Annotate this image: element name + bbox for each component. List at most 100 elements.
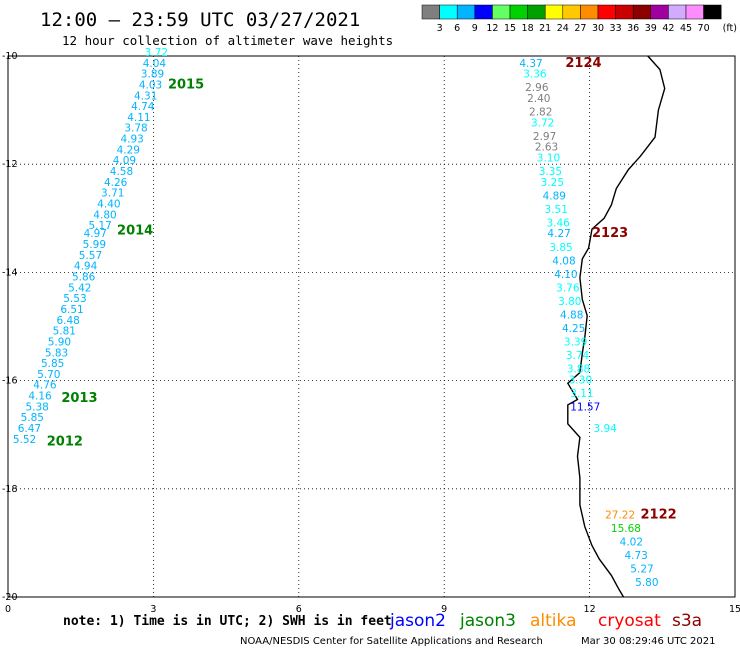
colorbar-swatch [580,4,599,20]
colorbar-swatch [615,4,634,20]
colorbar-label: 24 [557,23,569,34]
y-tick-label: -20 [2,592,18,603]
wave-height-label: 3.94 [593,423,617,435]
wave-height-label: 5.70 [37,369,60,381]
wave-height-label: 27.22 [605,510,635,522]
wave-height-label: 4.97 [84,228,107,240]
colorbar-swatch [685,4,704,20]
wave-height-label: 4.89 [543,190,566,202]
plot-area: 0 3 6 9 12 15-10-12-14-16-18-203.724.043.894.… [2,47,740,615]
legend-cryosat: cryosat [598,611,661,631]
footer: note: 1) Time is in UTC; 2) SWH is in fe… [63,611,716,647]
track-number-label: 2015 [168,77,204,92]
wave-height-label: 5.86 [72,272,96,284]
track-number-label: 2123 [592,226,628,241]
colorbar-label: 21 [539,23,551,34]
colorbar-swatch [492,4,511,20]
x-tick-label: 12 [584,604,596,615]
wave-height-label: 5.85 [21,412,44,424]
wave-height-label: 5.17 [88,220,111,232]
wave-height-label: 4.04 [143,58,167,70]
wave-height-label: 4.58 [110,166,133,178]
x-tick-label: 3 [150,604,156,615]
colorbar-label: 3 [437,23,443,34]
colorbar-label: 33 [610,23,622,34]
wave-height-label: 3.25 [541,177,564,189]
wave-height-label: 3.85 [549,242,572,254]
colorbar-label: 70 [698,23,710,34]
wave-height-label: 4.16 [28,391,52,403]
colorbar-label: 12 [486,23,498,34]
wave-height-label: 4.09 [113,155,136,167]
track-number-label: 2013 [61,391,97,406]
wave-height-label: 4.25 [562,323,585,335]
footer-note: note: 1) Time is in UTC; 2) SWH is in fe… [63,614,392,629]
wave-height-label: 5.83 [45,347,68,359]
wave-height-label: 3.46 [546,217,570,229]
colorbar-swatch [597,4,616,20]
wave-height-label: 4.10 [554,269,577,281]
wave-height-label: 3.72 [145,47,168,59]
colorbar-swatch [668,4,687,20]
y-tick-label: -18 [2,484,18,495]
wave-height-label: 3.76 [556,282,580,294]
colorbar-label: 39 [645,23,657,34]
wave-height-label: 4.03 [139,79,162,91]
wave-height-label: 5.81 [53,326,76,338]
wave-height-label: 5.57 [79,250,102,262]
wave-height-label: 5.99 [83,239,106,251]
y-tick-label: -16 [2,376,18,387]
wave-height-label: 4.31 [134,90,157,102]
wave-height-label: 5.52 [13,434,36,446]
wave-height-label: 4.08 [552,255,575,267]
wave-height-label: 15.68 [611,523,641,535]
wave-height-label: 2.96 [525,82,549,94]
colorbar-label: 30 [592,23,604,34]
wave-height-label: 3.51 [545,204,568,216]
wave-height-label: 5.90 [48,336,71,348]
colorbar-legend: 3 6 9 12 15 18 21 24 27 30 33 36 39 42 45 70 (ft) [421,4,737,34]
colorbar-label: 45 [680,23,692,34]
footer-credit: NOAA/NESDIS Center for Satellite Applica… [240,636,543,647]
wave-height-label: 3.30 [569,374,592,386]
wave-height-label: 4.74 [131,101,155,113]
wave-height-label: 6.51 [60,304,83,316]
wave-height-label: 11.57 [570,401,600,413]
wave-height-label: 3.10 [537,152,560,164]
wave-height-label: 3.71 [101,188,124,200]
wave-height-label: 4.93 [120,134,143,146]
wave-height-label: 5.53 [63,293,86,305]
wave-height-label: 4.94 [74,261,98,273]
legend-jason2: jason2 [389,611,446,631]
wave-height-label: 3.78 [124,123,147,135]
coastline [566,55,666,598]
wave-height-label: 3.35 [539,166,562,178]
track-number-label: 2014 [117,224,153,239]
wave-height-label: 4.40 [97,198,120,210]
y-tick-label: -12 [2,159,18,170]
plot-frame [7,55,736,598]
y-tick-label: -14 [2,267,18,278]
colorbar-label: 6 [454,23,460,34]
colorbar-label: 27 [574,23,586,34]
x-tick-label: 0 [5,604,11,615]
wave-height-label: 2.40 [527,93,550,105]
colorbar-label: 36 [627,23,639,34]
wave-height-label: 4.88 [560,309,583,321]
wave-height-label: 2.82 [529,107,552,119]
wave-height-label: 5.42 [68,282,91,294]
wave-height-label: 4.29 [117,144,140,156]
wave-height-label: 3.88 [567,363,590,375]
wave-height-label: 3.36 [523,69,547,81]
wave-height-label: 5.27 [630,564,653,576]
y-tick-label: -10 [2,51,18,62]
colorbar-swatch [703,4,722,20]
wave-height-label: 3.89 [141,69,164,81]
footer-timestamp: Mar 30 08:29:46 UTC 2021 [581,636,716,647]
track-number-label: 2122 [640,508,676,523]
wave-height-label: 2.63 [535,142,558,154]
colorbar-swatch [632,4,652,20]
colorbar-swatch [509,4,528,20]
colorbar-swatch [474,4,493,20]
